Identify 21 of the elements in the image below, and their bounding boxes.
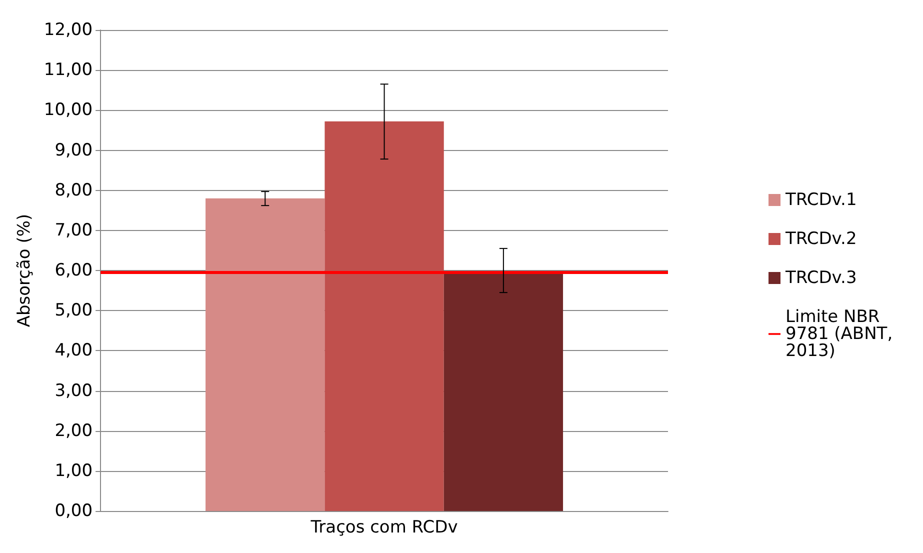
legend-label: TRCDv.3 [784,268,857,288]
y-tick-label: 8,00 [54,180,93,200]
bar [206,198,325,511]
y-tick-label: 10,00 [44,100,93,120]
legend-label: TRCDv.2 [784,229,857,249]
y-tick-label: 4,00 [54,340,93,361]
y-axis-title: Absorção (%) [14,214,34,328]
legend-label: TRCDv.1 [784,190,857,210]
y-tick-label: 9,00 [54,140,93,160]
y-tick-label: 11,00 [44,60,93,80]
bar [324,121,444,511]
y-tick-label: 12,00 [44,20,93,40]
y-tick-label: 5,00 [54,300,93,321]
legend-label: Limite NBR 9781 (ABNT, 2013) [786,307,898,361]
y-tick-label: 2,00 [54,420,93,441]
y-tick-label: 6,00 [54,260,93,280]
y-tick-label: 7,00 [54,220,93,240]
y-tick-label: 0,00 [54,501,93,521]
y-tick-label: 1,00 [54,460,93,481]
y-tick-label: 3,00 [54,380,93,401]
x-tick-label: Traços com RCDv [310,518,458,538]
